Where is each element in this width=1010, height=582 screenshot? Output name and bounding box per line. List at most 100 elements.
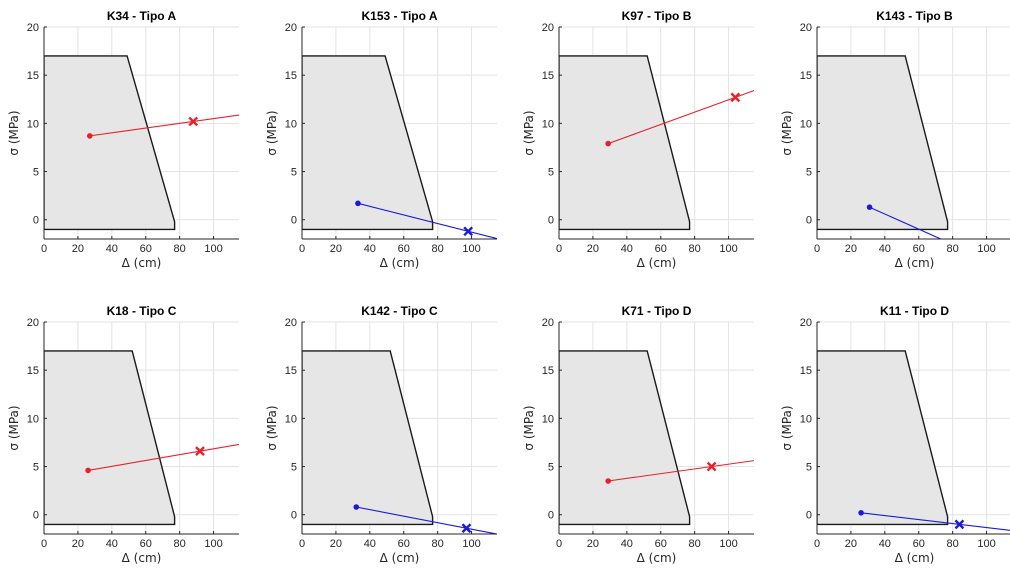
x-tick-label: 80 [689,538,701,550]
x-tick-label: 80 [174,538,186,550]
chart-title: K34 - Tipo A [107,9,177,23]
y-tick-label: 0 [805,215,811,227]
x-tick-label: 100 [719,538,737,550]
y-tick-label: 0 [33,510,39,522]
y-tick-label: 20 [799,22,811,34]
y-axis-label: σ (MPa) [780,405,794,450]
x-tick-label: 80 [946,538,958,550]
x-tick-label: 80 [946,243,958,255]
x-tick-label: 20 [844,538,856,550]
x-tick-label: 20 [844,243,856,255]
x-tick-label: 60 [140,243,152,255]
x-tick-label: 100 [462,243,480,255]
y-tick-label: 5 [805,462,811,474]
x-tick-label: 40 [621,538,633,550]
x-tick-label: 20 [587,243,599,255]
x-tick-label: 40 [363,538,375,550]
x-tick-label: 60 [655,243,667,255]
y-axis-label: σ (MPa) [522,110,536,155]
y-tick-label: 20 [542,22,554,34]
x-tick-label: 40 [621,243,633,255]
x-axis-label: Δ (cm) [637,256,677,270]
y-tick-label: 0 [290,215,296,227]
x-axis-label: Δ (cm) [379,551,419,565]
y-tick-label: 15 [284,365,296,377]
x-tick-label: 0 [298,538,304,550]
start-point [605,478,611,484]
y-tick-label: 15 [799,365,811,377]
x-tick-label: 100 [204,538,222,550]
x-axis-label: Δ (cm) [122,256,162,270]
x-tick-label: 0 [298,243,304,255]
y-tick-label: 5 [290,462,296,474]
x-tick-label: 0 [556,243,562,255]
y-tick-label: 0 [33,215,39,227]
y-tick-label: 5 [805,167,811,179]
chart-title: K153 - Tipo A [361,9,437,23]
x-tick-label: 40 [106,538,118,550]
x-tick-label: 20 [72,243,84,255]
y-tick-label: 15 [542,70,554,82]
start-point [355,201,361,207]
x-axis-label: Δ (cm) [894,256,934,270]
y-tick-label: 10 [284,118,296,130]
x-tick-label: 100 [719,243,737,255]
y-tick-label: 15 [27,365,39,377]
y-axis-label: σ (MPa) [265,110,279,155]
y-tick-label: 15 [799,70,811,82]
x-tick-label: 60 [397,243,409,255]
y-tick-label: 20 [284,317,296,329]
y-tick-label: 20 [799,317,811,329]
y-tick-label: 10 [799,413,811,425]
start-point [858,510,864,516]
y-tick-label: 5 [548,462,554,474]
x-tick-label: 60 [140,538,152,550]
x-tick-label: 60 [912,243,924,255]
y-axis-label: σ (MPa) [780,110,794,155]
y-axis-label: σ (MPa) [7,405,21,450]
y-tick-label: 15 [542,365,554,377]
y-tick-label: 15 [284,70,296,82]
x-tick-label: 60 [397,538,409,550]
y-tick-label: 0 [805,510,811,522]
x-tick-label: 0 [41,243,47,255]
y-tick-label: 0 [290,510,296,522]
y-tick-label: 20 [284,22,296,34]
x-tick-label: 60 [655,538,667,550]
y-tick-label: 10 [542,413,554,425]
x-tick-label: 80 [689,243,701,255]
x-tick-label: 40 [878,538,890,550]
y-tick-label: 5 [290,167,296,179]
y-tick-label: 10 [27,118,39,130]
x-tick-label: 20 [587,538,599,550]
y-tick-label: 5 [33,167,39,179]
y-tick-label: 5 [548,167,554,179]
x-tick-label: 20 [72,538,84,550]
y-tick-label: 15 [27,70,39,82]
chart-title: K97 - Tipo B [622,9,692,23]
chart-title: K11 - Tipo D [879,304,948,318]
y-tick-label: 20 [27,22,39,34]
start-point [605,141,611,147]
y-axis-label: σ (MPa) [265,405,279,450]
y-tick-label: 5 [33,462,39,474]
x-tick-label: 40 [106,243,118,255]
x-tick-label: 20 [329,538,341,550]
y-tick-label: 0 [548,215,554,227]
x-tick-label: 40 [363,243,375,255]
y-axis-label: σ (MPa) [522,405,536,450]
y-tick-label: 10 [27,413,39,425]
chart-title: K18 - Tipo C [107,304,177,318]
x-tick-label: 40 [878,243,890,255]
